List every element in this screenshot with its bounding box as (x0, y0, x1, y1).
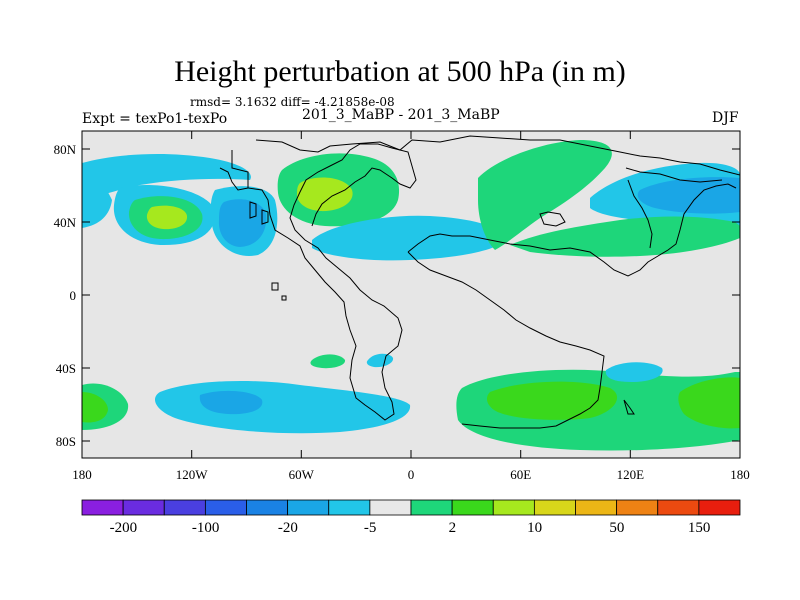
season-label: DJF (712, 110, 739, 126)
colorbar-swatch (657, 499, 700, 516)
lon-tick-label: 0 (408, 467, 415, 482)
lon-tick-label: 120E (617, 467, 645, 482)
colorbar-swatch (492, 499, 535, 516)
colorbar-swatch (575, 499, 618, 516)
lat-tick-label: 80S (56, 434, 76, 449)
colorbar-label: 150 (688, 520, 711, 536)
lat-tick-label: 80N (54, 142, 77, 157)
field-region (678, 377, 740, 429)
lon-tick-label: 60E (510, 467, 531, 482)
field-region (605, 362, 663, 382)
plot-title: Height perturbation at 500 hPa (in m) (174, 55, 626, 88)
runs-label: 201_3_MaBP - 201_3_MaBP (302, 107, 500, 123)
field-region (510, 216, 740, 257)
rmsd-stats: rmsd= 3.1632 diff= -4.21858e-08 (190, 95, 395, 109)
field-region (296, 177, 353, 212)
colorbar-label: 50 (609, 520, 624, 536)
colorbar-swatch (287, 499, 330, 516)
colorbar-label: 2 (449, 520, 457, 536)
colorbar-label: -20 (278, 520, 298, 536)
colorbar-swatch (451, 499, 494, 516)
colorbar-swatch (328, 499, 371, 516)
colorbar-swatch (81, 499, 124, 516)
lat-axis: 80N 40N 0 40S 80S (54, 142, 740, 449)
field-region (366, 353, 394, 368)
lat-tick-label: 40N (54, 215, 77, 230)
colorbar-swatch (533, 499, 576, 516)
field-region (312, 215, 508, 261)
colorbar-label: 10 (527, 520, 542, 536)
field-region (478, 140, 612, 250)
colorbar-swatch (410, 499, 453, 516)
colorbar-label: -100 (192, 520, 220, 536)
field-region (82, 168, 112, 228)
colorbar-swatch (369, 499, 412, 516)
colorbar-swatch (616, 499, 659, 516)
colorbar (81, 499, 741, 516)
field-region (486, 381, 618, 420)
colorbar-swatch (163, 499, 206, 516)
colorbar-label: -200 (110, 520, 138, 536)
lon-tick-label: 180 (72, 467, 92, 482)
lon-tick-label: 60W (289, 467, 315, 482)
colorbar-swatch (122, 499, 165, 516)
colorbar-labels: -200 -100 -20 -5 2 10 50 150 (110, 520, 711, 536)
field-region (310, 354, 346, 369)
colorbar-swatch (698, 499, 741, 516)
field-region (146, 205, 188, 230)
coastline (219, 135, 740, 429)
lat-tick-label: 40S (56, 361, 76, 376)
lon-tick-label: 180 (730, 467, 750, 482)
colorbar-swatch (204, 499, 247, 516)
colorbar-label: -5 (364, 520, 377, 536)
colorbar-swatch (246, 499, 289, 516)
lon-axis: 180 120W 60W 0 60E 120E 180 (72, 131, 750, 482)
lat-tick-label: 0 (70, 288, 77, 303)
field-region (199, 390, 263, 415)
field-region (218, 199, 267, 247)
lon-tick-label: 120W (176, 467, 209, 482)
experiment-label: Expt = texPo1-texPo (82, 111, 228, 127)
field-region (82, 392, 108, 423)
